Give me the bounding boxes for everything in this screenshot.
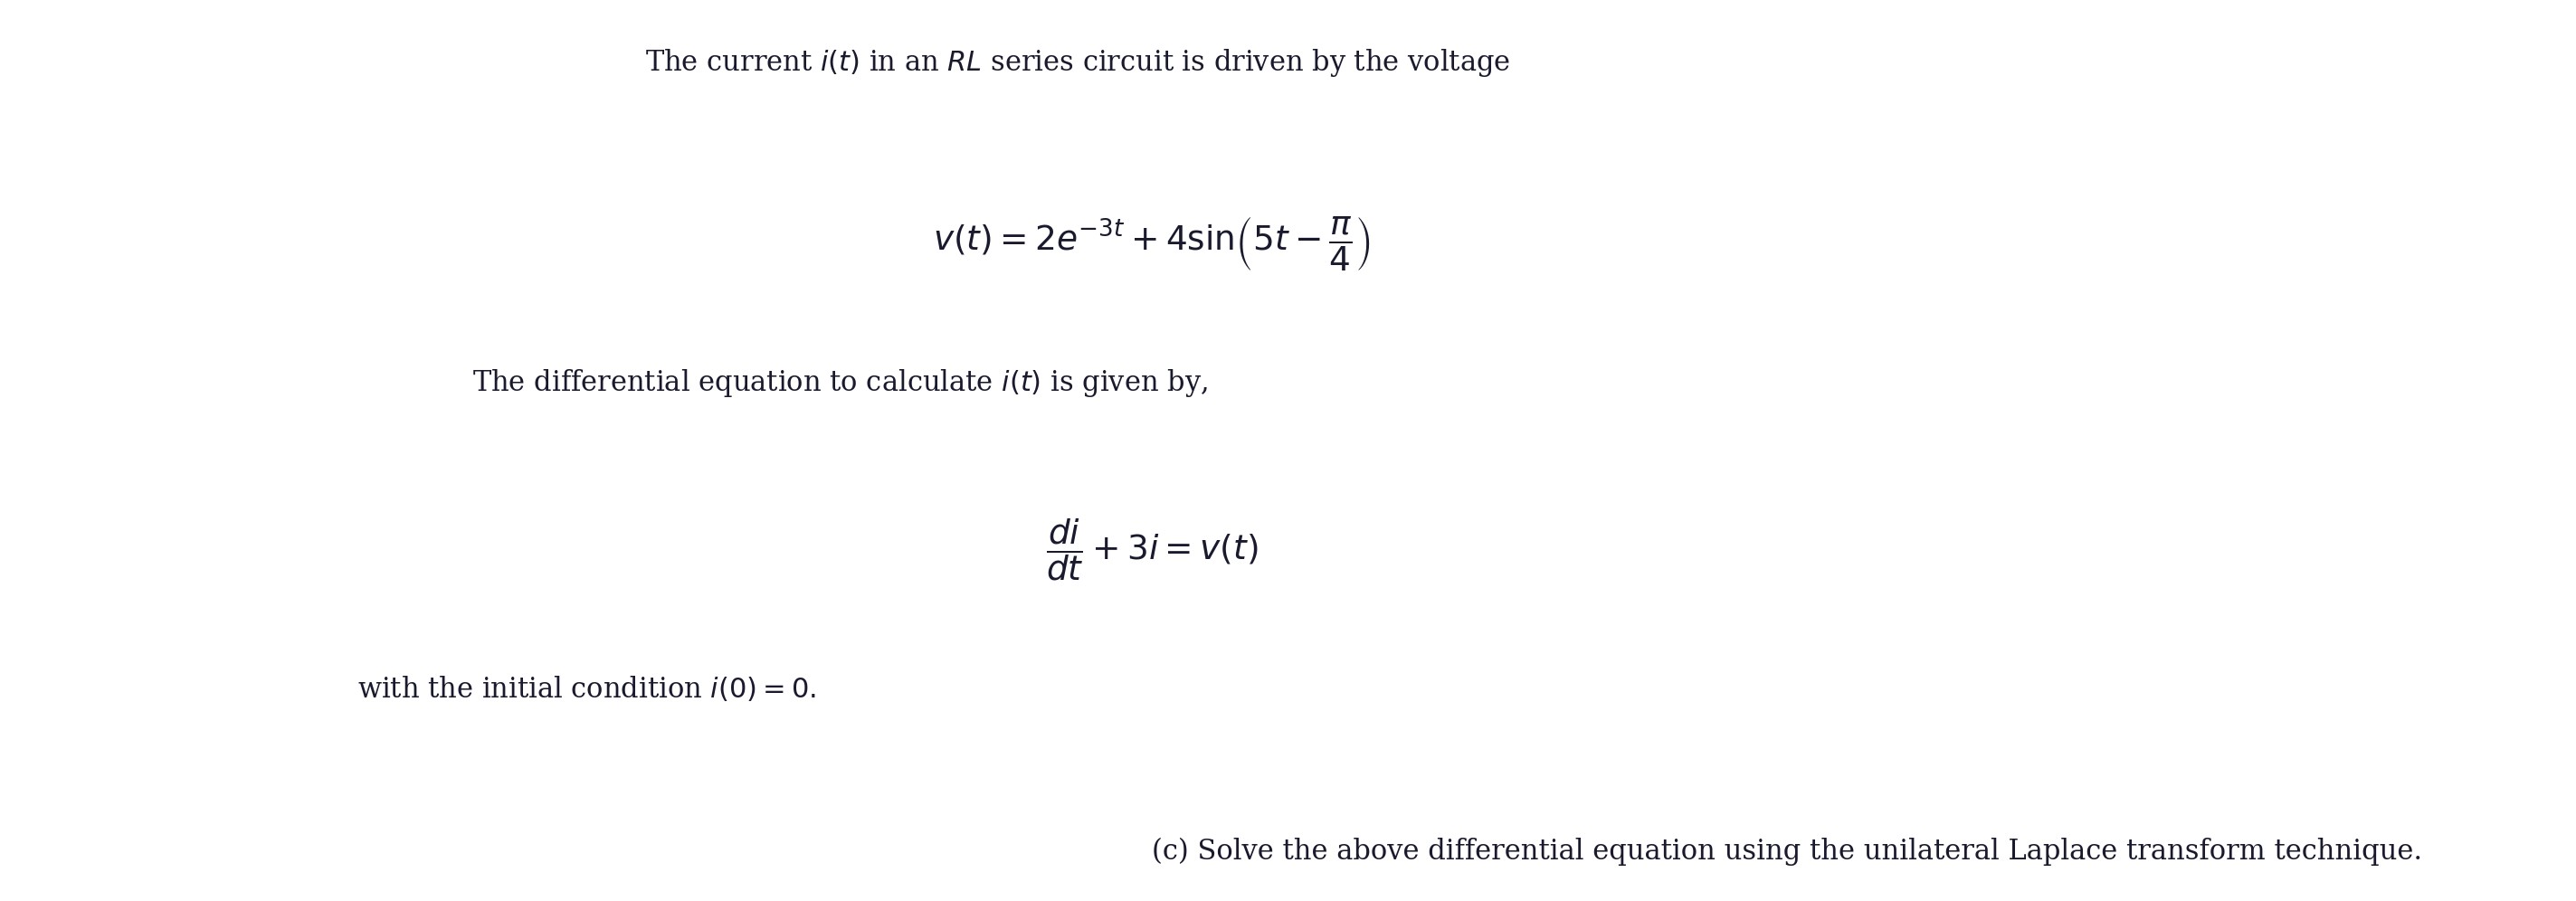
Text: $v(t) = 2e^{-3t} + 4\sin\!\left(5t - \dfrac{\pi}{4}\right)$: $v(t) = 2e^{-3t} + 4\sin\!\left(5t - \df… <box>933 214 1370 272</box>
Text: The differential equation to calculate $i(t)$ is given by,: The differential equation to calculate $… <box>471 367 1208 399</box>
Text: with the initial condition $i(0) = 0.$: with the initial condition $i(0) = 0.$ <box>358 675 817 704</box>
Text: The current $i(t)$ in an $RL$ series circuit is driven by the voltage: The current $i(t)$ in an $RL$ series cir… <box>644 47 1510 79</box>
Text: (c) Solve the above differential equation using the unilateral Laplace transform: (c) Solve the above differential equatio… <box>1151 837 2421 866</box>
Text: $\dfrac{di}{dt} + 3i = v(t)$: $\dfrac{di}{dt} + 3i = v(t)$ <box>1046 516 1257 583</box>
